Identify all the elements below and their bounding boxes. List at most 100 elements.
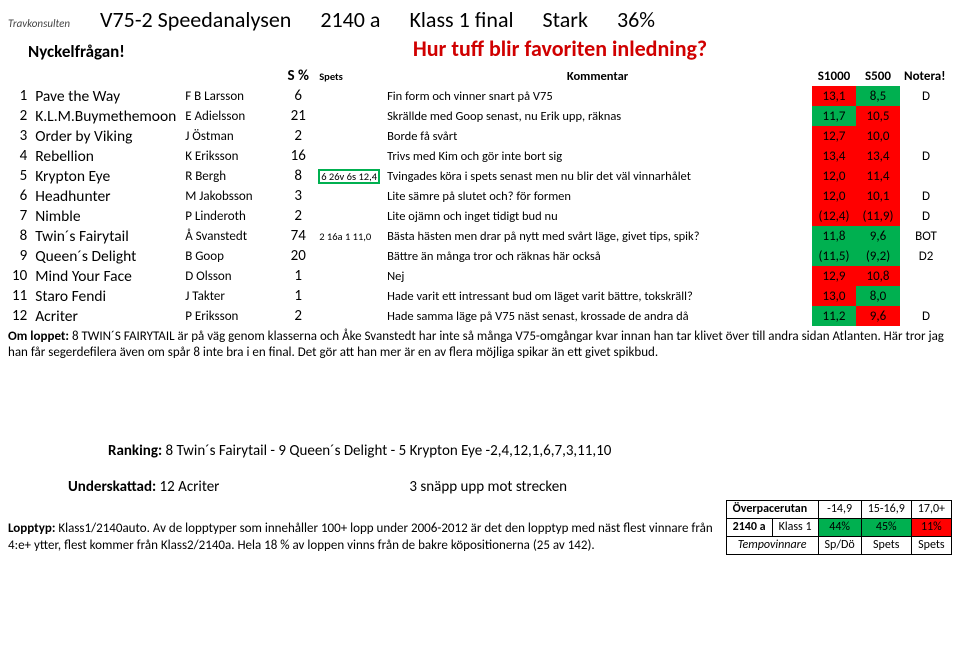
about-race: Om loppet: 8 TWIN´S FAIRYTAIL är på väg … (8, 329, 952, 362)
horse-name: Krypton Eye (31, 166, 181, 186)
komment-cell: Hade samma läge på V75 näst senast, kros… (383, 306, 812, 326)
driver-name: P Eriksson (181, 306, 281, 326)
s1000-cell: 13,1 (812, 86, 856, 106)
pace-row-2: 2140 a Klass 1 44% 45% 11% (726, 518, 951, 536)
pace-r2c: 44% (818, 518, 861, 536)
col-s500: S500 (856, 66, 900, 86)
komment-cell: Borde få svårt (383, 126, 812, 146)
s1000-cell: (12,4) (812, 206, 856, 226)
driver-name: F B Larsson (181, 86, 281, 106)
table-row: 12AcriterP Eriksson2Hade samma läge på V… (8, 306, 952, 326)
s-percent: 74 (281, 226, 315, 246)
pace-r1d: 17,0+ (911, 500, 951, 518)
driver-name: D Olsson (181, 266, 281, 286)
spets-cell: 6 26v 6s 12,4 (315, 166, 383, 186)
s500-cell: 10,8 (856, 266, 900, 286)
pace-r2b: Klass 1 (772, 518, 818, 536)
driver-name: J Östman (181, 126, 281, 146)
horse-name: Headhunter (31, 186, 181, 206)
row-num: 11 (8, 286, 31, 306)
spets-cell (315, 106, 383, 126)
race-title: V75-2 Speedanalysen 2140 a Klass 1 final… (100, 6, 679, 33)
lopptyp-block: Lopptyp: Klass1/2140auto. Av de lopptype… (8, 521, 726, 555)
horse-name: Nimble (31, 206, 181, 226)
s-percent: 2 (281, 206, 315, 226)
driver-name: B Goop (181, 246, 281, 266)
row-num: 6 (8, 186, 31, 206)
s1000-cell: 12,7 (812, 126, 856, 146)
subheader: Nyckelfrågan! Hur tuff blir favoriten in… (8, 35, 952, 62)
row-num: 9 (8, 246, 31, 266)
s500-cell: 8,5 (856, 86, 900, 106)
horse-name: Twin´s Fairytail (31, 226, 181, 246)
s500-cell: 10,0 (856, 126, 900, 146)
table-row: 1Pave the WayF B Larsson6Fin form och vi… (8, 86, 952, 106)
s1000-cell: 11,8 (812, 226, 856, 246)
s500-cell: 8,0 (856, 286, 900, 306)
table-row: 7NimbleP Linderoth2Lite ojämn och inget … (8, 206, 952, 226)
pace-r1c: 15-16,9 (861, 500, 911, 518)
horse-name: K.L.M.Buymethemoon (31, 106, 181, 126)
row-num: 3 (8, 126, 31, 146)
s500-cell: (9,2) (856, 246, 900, 266)
s500-cell: 13,4 (856, 146, 900, 166)
spets-cell (315, 266, 383, 286)
header: Travkonsulten V75-2 Speedanalysen 2140 a… (8, 6, 952, 33)
table-row: 6HeadhunterM Jakobsson3 Lite sämre på slu… (8, 186, 952, 206)
pace-r3d: Spets (911, 536, 951, 554)
row-num: 10 (8, 266, 31, 286)
pace-r3b: Sp/Dö (818, 536, 861, 554)
driver-name: R Bergh (181, 166, 281, 186)
pace-table: Överpacerutan -14,9 15-16,9 17,0+ 2140 a… (726, 500, 952, 555)
s-percent: 1 (281, 286, 315, 306)
table-row: 10Mind Your FaceD Olsson1Nej12,910,8 (8, 266, 952, 286)
komment-cell: Nej (383, 266, 812, 286)
pace-r2e: 11% (911, 518, 951, 536)
komment-cell: Bättre än många tror och räknas här ocks… (383, 246, 812, 266)
horse-name: Queen´s Delight (31, 246, 181, 266)
komment-cell: Skrällde med Goop senast, nu Erik upp, r… (383, 106, 812, 126)
driver-name: E Adielsson (181, 106, 281, 126)
under-v2: 3 snäpp upp mot strecken (409, 478, 567, 496)
komment-cell: Lite sämre på slutet och? för formen (383, 186, 812, 206)
row-num: 1 (8, 86, 31, 106)
driver-name: M Jakobsson (181, 186, 281, 206)
table-row: 9Queen´s DelightB Goop20Bättre än många … (8, 246, 952, 266)
s1000-cell: 12,0 (812, 166, 856, 186)
komment-cell: Bästa hästen men drar på nytt med svårt … (383, 226, 812, 246)
ranking-line: Ranking: 8 Twin´s Fairytail - 9 Queen´s … (108, 442, 952, 460)
key-question: Hur tuff blir favoriten inledning? (168, 35, 952, 62)
s500-cell: 10,1 (856, 186, 900, 206)
col-notera: Notera! (900, 66, 952, 86)
s-percent: 2 (281, 126, 315, 146)
driver-name: Å Svanstedt (181, 226, 281, 246)
spets-cell (315, 126, 383, 146)
notera-cell: D (900, 306, 952, 326)
notera-cell (900, 286, 952, 306)
spets-cell (315, 86, 383, 106)
horse-name: Order by Viking (31, 126, 181, 146)
s-percent: 2 (281, 306, 315, 326)
lopptyp-label: Lopptyp: (8, 521, 55, 536)
lopptyp-text: Klass1/2140auto. Av de lopptyper som inn… (8, 521, 713, 553)
s1000-cell: (11,5) (812, 246, 856, 266)
spets-cell (315, 286, 383, 306)
s-percent: 1 (281, 266, 315, 286)
s1000-cell: 12,0 (812, 186, 856, 206)
notera-cell (900, 106, 952, 126)
col-s1000: S1000 (812, 66, 856, 86)
spets-cell: 2 16a 1 11,0 (315, 226, 383, 246)
s-percent: 3 (281, 186, 315, 206)
pace-row-1: Överpacerutan -14,9 15-16,9 17,0+ (726, 500, 951, 518)
s500-cell: 10,5 (856, 106, 900, 126)
pace-r3c: Spets (861, 536, 911, 554)
horse-name: Rebellion (31, 146, 181, 166)
s1000-cell: 11,7 (812, 106, 856, 126)
horse-name: Mind Your Face (31, 266, 181, 286)
komment-cell: Lite ojämn och inget tidigt bud nu (383, 206, 812, 226)
ranking-text: 8 Twin´s Fairytail - 9 Queen´s Delight -… (162, 442, 611, 460)
s-percent: 6 (281, 86, 315, 106)
spets-cell (315, 186, 383, 206)
table-row: 5Krypton EyeR Bergh86 26v 6s 12,4Tvingad… (8, 166, 952, 186)
col-komm: Kommentar (383, 66, 812, 86)
